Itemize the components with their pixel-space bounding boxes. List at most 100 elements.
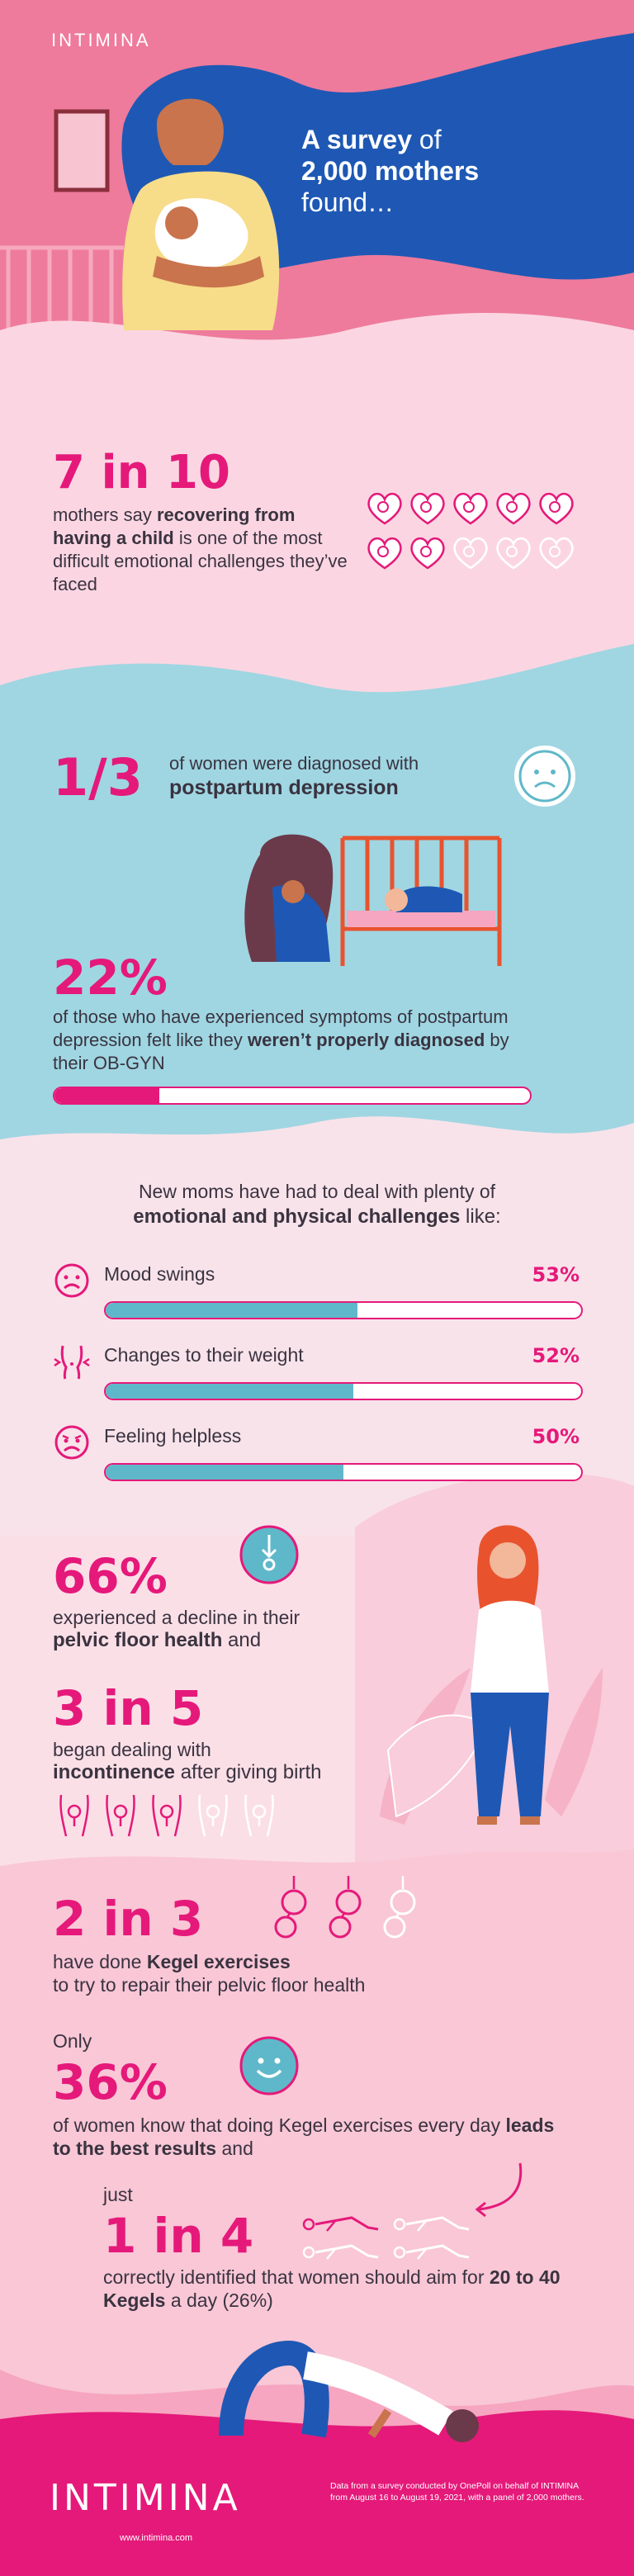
stat2-headline: 1/3 [53, 747, 143, 807]
kegel-ball-icon-empty [383, 1876, 416, 1939]
challenge-bar-fill [106, 1465, 343, 1480]
body-icon-empty [244, 1794, 274, 1837]
postpartum-illustration [244, 834, 502, 966]
header-line1-rest: of [412, 125, 442, 154]
stat1-text-bold: recovering from having a child [53, 504, 296, 548]
stat1-headline: 7 in 10 [53, 446, 230, 500]
stat7-text: of women know that doing Kegel exercises… [53, 2114, 565, 2160]
stat5-headline: 3 in 5 [53, 1680, 204, 1736]
heart-baby-icon-filled [367, 537, 402, 570]
footer-source: Data from a survey conducted by OnePoll … [330, 2481, 584, 2503]
header-title: A survey of 2,000 mothers found… [301, 124, 479, 218]
stat2-text-bold: postpartum depression [169, 776, 399, 799]
heart-baby-icon-filled [410, 492, 445, 525]
stat8-text-bold: 20 to 40 Kegels [103, 2266, 561, 2311]
challenge-bar-fill [106, 1384, 353, 1399]
stat4-text-pre: experienced a decline in their [53, 1607, 300, 1628]
heart-baby-icon-filled [539, 492, 574, 525]
stat7-pre-headline: Only [53, 2030, 92, 2052]
stat8-text: correctly identified that women should a… [103, 2266, 599, 2312]
kegel-ball-icons [264, 1873, 429, 1945]
pelvic-target-icon [239, 1525, 299, 1584]
stat1-text: mothers say recovering from having a chi… [53, 504, 350, 596]
challenges-intro-bold: emotional and physical challenges [133, 1205, 461, 1228]
stat5-text-post: after giving birth [175, 1761, 322, 1783]
challenge-label: Mood swings [104, 1263, 215, 1285]
header-line3: found… [301, 187, 395, 217]
stat4-text-bold: pelvic floor health [53, 1629, 223, 1651]
challenge-bar [104, 1463, 583, 1481]
stat6-text-line1: have done Kegel exercises [53, 1950, 291, 1973]
heart-baby-icon-empty [453, 537, 488, 570]
stat3-text-post: by their OB-GYN [53, 1030, 509, 1073]
stat2-text-pre: of women were diagnosed with [169, 753, 419, 774]
stat6-text-post: to try to repair their pelvic floor heal… [53, 1974, 366, 1996]
heart-baby-icon-empty [539, 537, 574, 570]
stat7-headline: 36% [53, 2054, 168, 2110]
exercise-icon-empty [393, 2216, 470, 2232]
brand-logo-top: INTIMINA [51, 30, 151, 50]
stat7-text-post: and [216, 2138, 253, 2159]
stat7-text-pre: of women know that doing Kegel exercises… [53, 2114, 506, 2136]
sad-face-circle-icon [509, 741, 580, 812]
heart-baby-icon-empty [496, 537, 531, 570]
challenges-intro-line1: New moms have had to deal with plenty of [138, 1181, 496, 1202]
exercise-icon-empty [302, 2244, 379, 2260]
heart-baby-icons [363, 487, 586, 578]
stat5-text-line2: incontinence after giving birth [53, 1761, 321, 1784]
heart-baby-icon-filled [367, 492, 402, 525]
challenge-bar [104, 1382, 583, 1400]
body-icon-filled [152, 1794, 182, 1837]
brand-logo-bottom: INTIMINA [50, 2477, 241, 2519]
stat3-progress-fill [54, 1088, 159, 1103]
challenge-pct: 53% [532, 1263, 580, 1286]
body-silhouette-icon [54, 1345, 90, 1380]
heart-baby-icon-filled [453, 492, 488, 525]
challenges-intro-line2: emotional and physical challenges like: [0, 1205, 634, 1229]
stat1-text-pre: mothers say [53, 504, 157, 525]
stat8-pre-headline: just [103, 2184, 133, 2205]
heart-baby-icon-filled [496, 492, 531, 525]
woman-standing-illustration [380, 1525, 603, 1825]
challenge-pct: 52% [532, 1344, 580, 1367]
body-icon-filled [106, 1794, 135, 1837]
stat4-headline: 66% [53, 1548, 168, 1604]
stat1-text-post: is one of the most difficult emotional c… [53, 528, 348, 594]
exercise-icon-empty [393, 2244, 470, 2260]
stat3-progress-bar [53, 1087, 532, 1105]
sad-face-icon [54, 1263, 89, 1298]
footer-website[interactable]: www.intimina.com [120, 2533, 193, 2543]
stat8-text-pre: correctly identified that women should a… [103, 2266, 490, 2288]
stat4-text-post: and [222, 1629, 262, 1651]
header-line1-bold: A survey [301, 125, 412, 154]
incontinence-icons [53, 1793, 350, 1840]
kegel-exercise-icons [299, 2206, 497, 2264]
stat3-text-bold: weren’t properly diagnosed [248, 1030, 485, 1050]
upset-face-icon [54, 1425, 89, 1460]
stat5-text-bold: incontinence [53, 1761, 176, 1783]
exercise-icon-filled [302, 2216, 379, 2232]
smile-face-icon [239, 2036, 299, 2095]
challenge-bar-fill [106, 1303, 358, 1318]
body-icon-filled [59, 1794, 89, 1837]
curved-arrow-icon [475, 2162, 523, 2218]
stat8-headline: 1 in 4 [103, 2208, 254, 2264]
kegel-ball-icon-filled [329, 1876, 362, 1939]
stat6-text-bold: Kegel exercises [146, 1951, 291, 1972]
stat8-text-post: a day (26%) [165, 2290, 273, 2311]
challenges-intro-post: like: [460, 1205, 501, 1228]
stat4-text-line2: pelvic floor health and [53, 1629, 261, 1652]
kegel-ball-icon-filled [274, 1876, 307, 1939]
heart-baby-icon-filled [410, 537, 445, 570]
challenge-label: Feeling helpless [104, 1425, 242, 1447]
stat6-text-pre: have done [53, 1951, 147, 1972]
challenge-pct: 50% [532, 1425, 580, 1448]
stat6-headline: 2 in 3 [53, 1891, 204, 1947]
stat3-text: of those who have experienced symptoms o… [53, 1006, 548, 1075]
stat7-text-bold: leads to the best results [53, 2114, 555, 2159]
header-line2: 2,000 mothers [301, 156, 480, 186]
stat3-text-pre: of those who have experienced symptoms o… [53, 1006, 509, 1050]
body-icon-empty [198, 1794, 228, 1837]
mother-baby-illustration [122, 98, 280, 330]
